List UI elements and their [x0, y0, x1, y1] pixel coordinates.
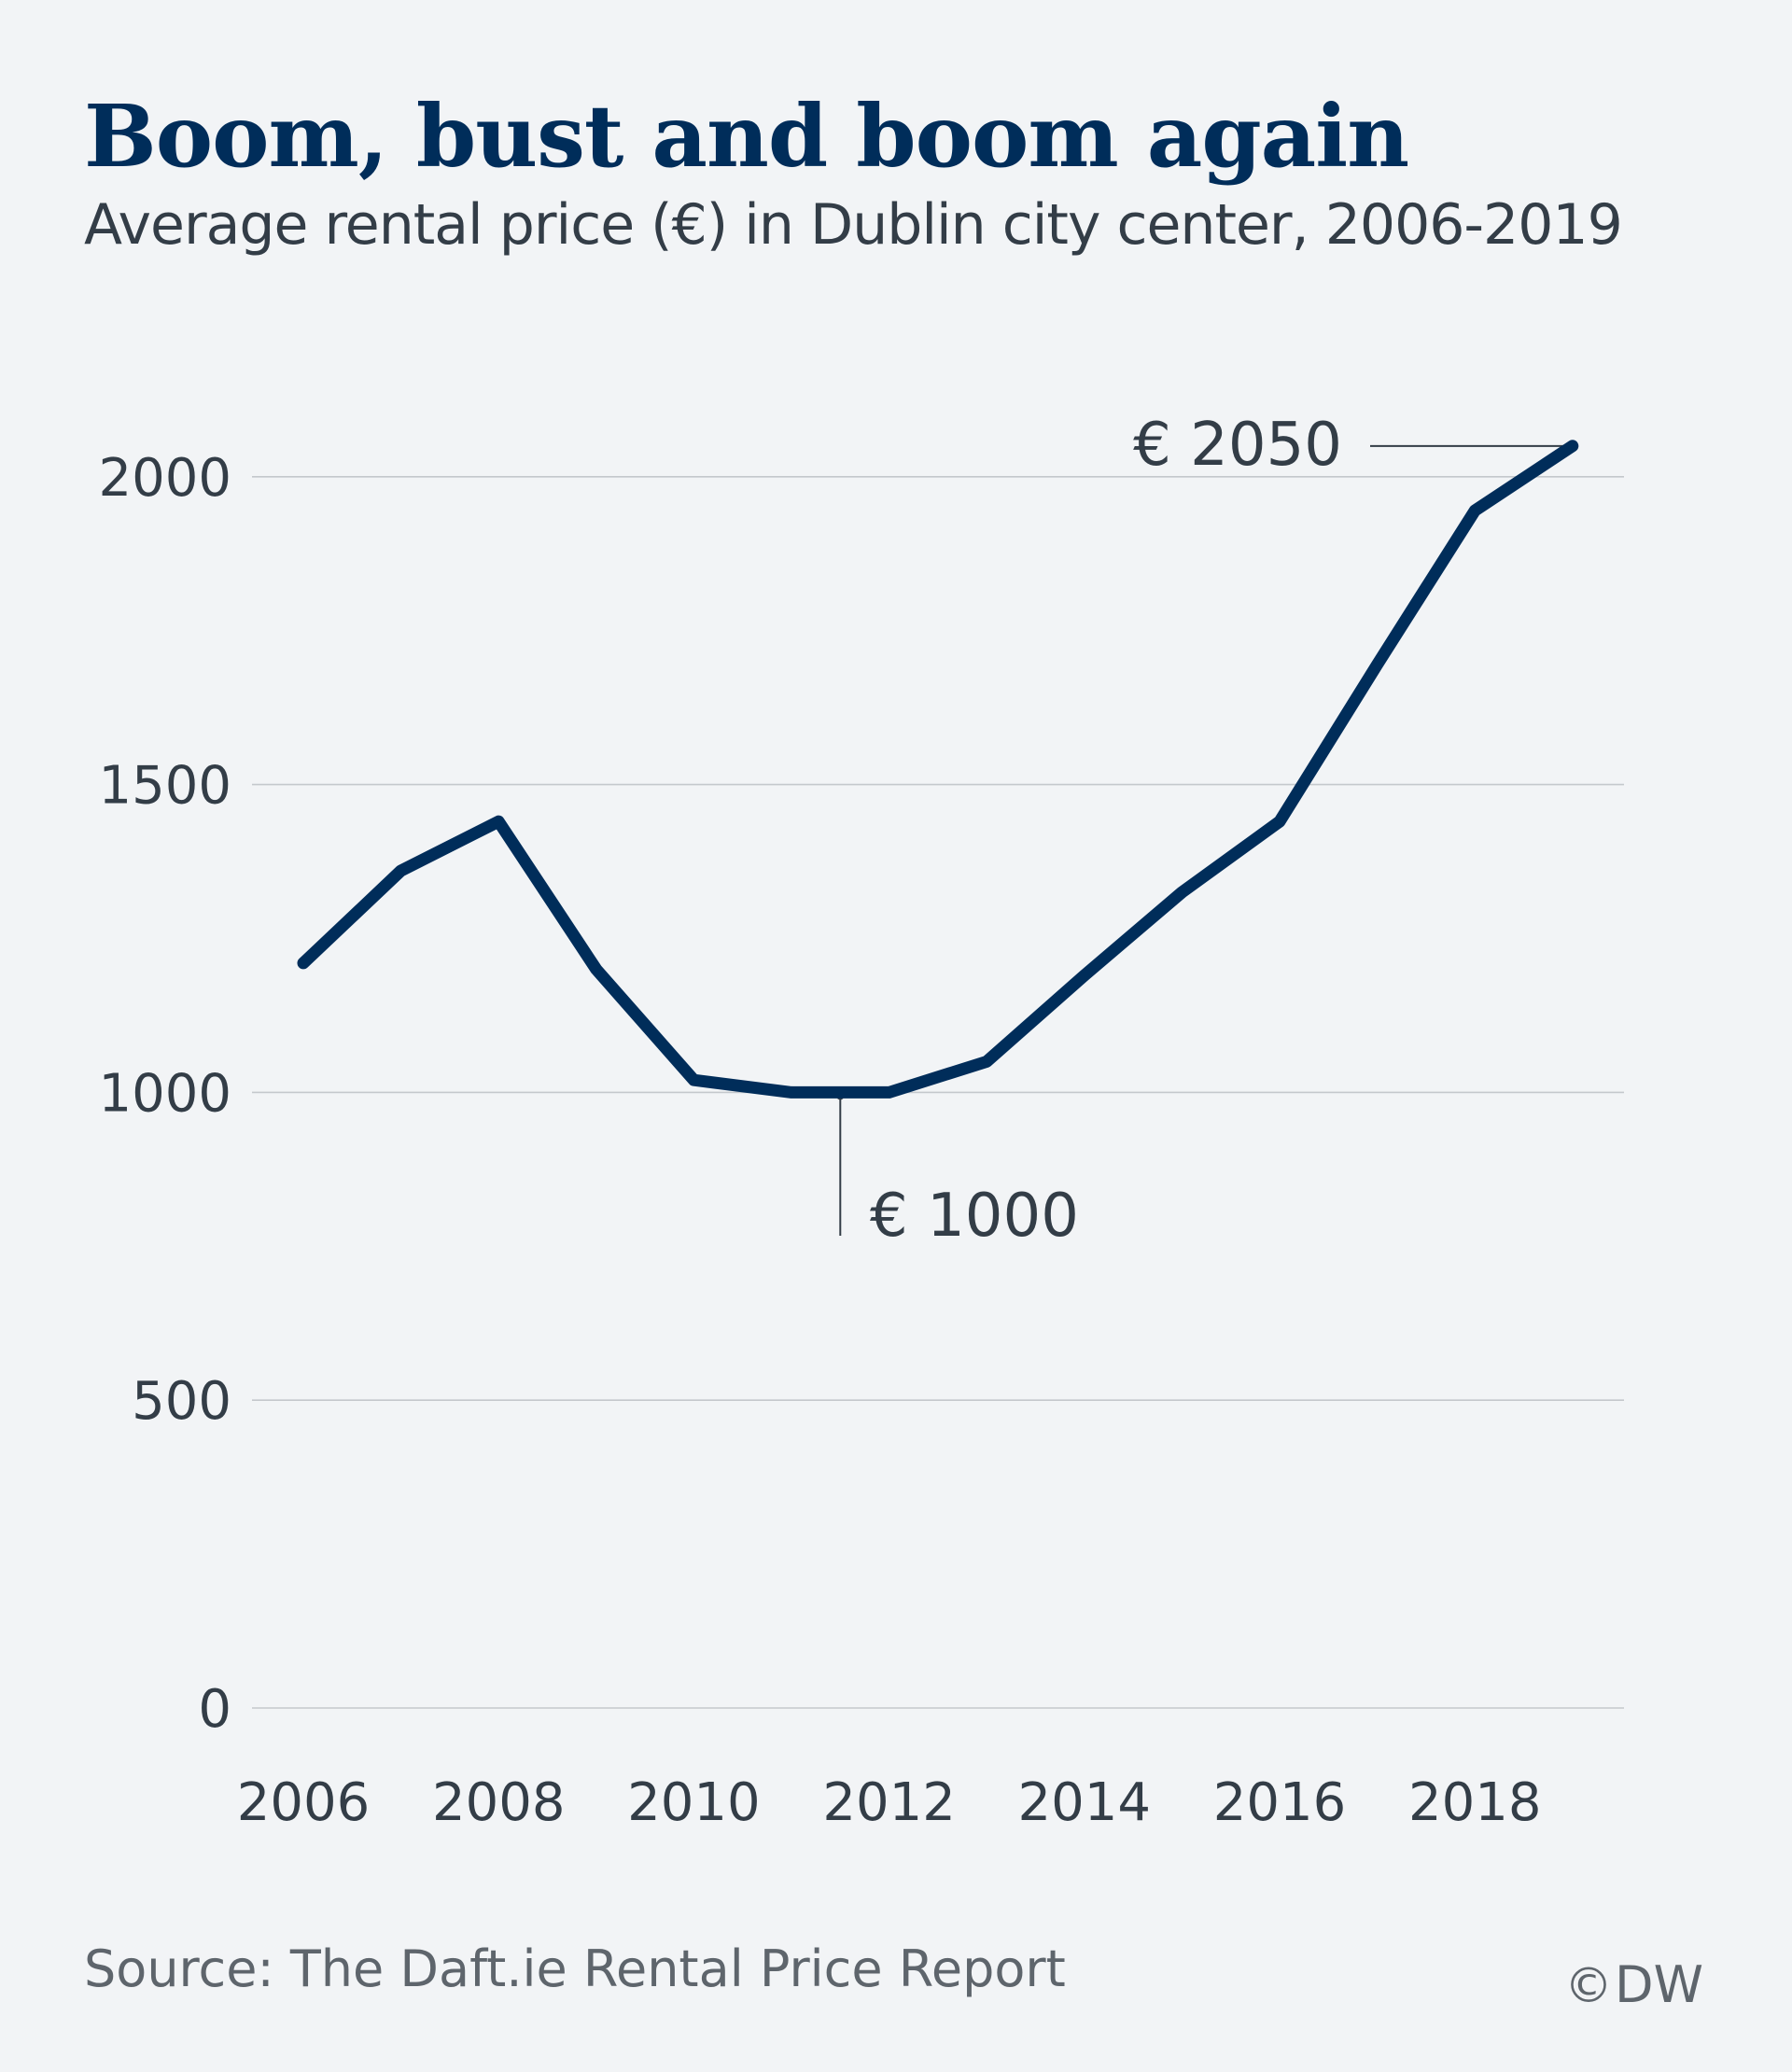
y-tick-label: 500: [132, 1371, 231, 1432]
x-tick-label: 2012: [822, 1772, 956, 1833]
series: [297, 440, 1579, 1099]
copyright-symbol: ©: [1564, 1958, 1613, 2014]
y-tick-label: 2000: [98, 448, 231, 509]
y-tick-label: 1500: [98, 756, 231, 817]
annotation-label-min: € 1000: [870, 1182, 1079, 1251]
credit-label: ©DW: [1564, 1955, 1703, 2014]
chart-subtitle: Average rental price (€) in Dublin city …: [84, 192, 1623, 258]
annotation-label-max: € 2050: [1133, 411, 1342, 480]
x-tick-label: 2008: [432, 1772, 566, 1833]
x-tick-label: 2016: [1213, 1772, 1347, 1833]
x-tick-label: 2014: [1018, 1772, 1152, 1833]
x-tick-label: 2010: [627, 1772, 761, 1833]
annotations: € 2050 € 1000: [836, 411, 1573, 1251]
chart-title: Boom, bust and boom again: [84, 86, 1409, 187]
x-tick-label: 2018: [1408, 1772, 1542, 1833]
y-axis-ticks: 0 500 1000 1500 2000: [98, 448, 231, 1740]
y-tick-label: 0: [198, 1679, 231, 1740]
x-tick-label: 2006: [237, 1772, 371, 1833]
gridlines: [252, 475, 1624, 1709]
source-note: Source: The Daft.ie Rental Price Report: [84, 1939, 1066, 1998]
y-tick-label: 1000: [98, 1063, 231, 1124]
series-line: [297, 440, 1579, 1099]
x-axis-ticks: 2006 2008 2010 2012 2014 2016 2018: [237, 1772, 1542, 1833]
credit-text: DW: [1615, 1955, 1703, 2014]
